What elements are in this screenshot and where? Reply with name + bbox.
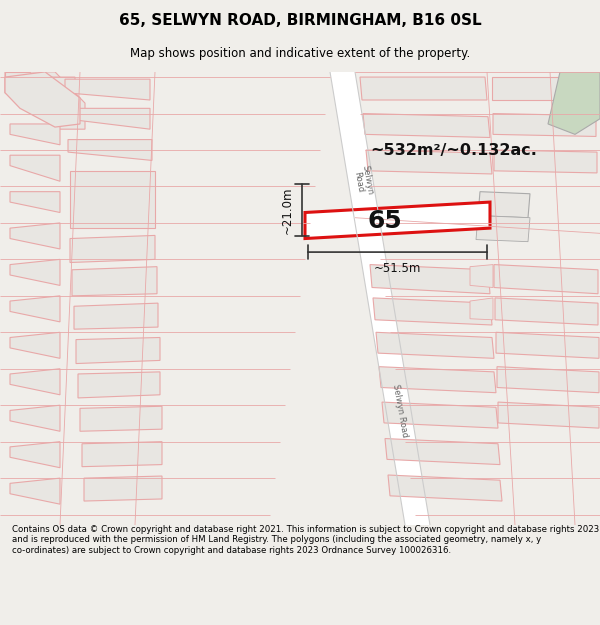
Text: ~51.5m: ~51.5m [374, 262, 421, 275]
Polygon shape [82, 442, 162, 467]
Polygon shape [385, 439, 500, 464]
Polygon shape [10, 223, 60, 249]
Polygon shape [492, 77, 595, 100]
Text: Selwyn
Road: Selwyn Road [351, 165, 375, 198]
Polygon shape [548, 72, 600, 134]
Polygon shape [496, 332, 599, 358]
Polygon shape [382, 402, 498, 428]
Text: Contains OS data © Crown copyright and database right 2021. This information is : Contains OS data © Crown copyright and d… [12, 525, 599, 555]
Polygon shape [76, 338, 160, 364]
Polygon shape [10, 478, 60, 504]
Polygon shape [15, 77, 75, 98]
Polygon shape [5, 72, 85, 129]
Polygon shape [388, 475, 502, 501]
Polygon shape [10, 369, 60, 395]
Polygon shape [330, 72, 430, 525]
Polygon shape [10, 259, 60, 286]
Polygon shape [5, 72, 80, 127]
Polygon shape [379, 367, 496, 392]
Polygon shape [470, 264, 493, 288]
Polygon shape [10, 192, 60, 213]
Polygon shape [68, 139, 152, 161]
Polygon shape [70, 171, 155, 228]
Polygon shape [10, 296, 60, 322]
Polygon shape [72, 267, 157, 296]
Polygon shape [10, 405, 60, 431]
Text: ~532m²/~0.132ac.: ~532m²/~0.132ac. [370, 142, 537, 158]
Polygon shape [494, 264, 598, 294]
Polygon shape [495, 298, 598, 325]
Text: 65: 65 [368, 209, 403, 233]
Polygon shape [498, 402, 599, 428]
Polygon shape [65, 108, 150, 129]
Polygon shape [10, 332, 60, 358]
Polygon shape [305, 202, 490, 239]
Polygon shape [10, 155, 60, 181]
Polygon shape [78, 372, 160, 398]
Polygon shape [497, 367, 599, 392]
Polygon shape [370, 264, 490, 294]
Text: ~21.0m: ~21.0m [281, 186, 294, 234]
Text: Map shows position and indicative extent of the property.: Map shows position and indicative extent… [130, 48, 470, 61]
Polygon shape [478, 192, 530, 218]
Polygon shape [470, 298, 493, 320]
Polygon shape [70, 236, 155, 262]
Polygon shape [366, 150, 492, 174]
Text: Selwyn Road: Selwyn Road [391, 383, 409, 438]
Polygon shape [5, 72, 30, 92]
Text: 65, SELWYN ROAD, BIRMINGHAM, B16 0SL: 65, SELWYN ROAD, BIRMINGHAM, B16 0SL [119, 12, 481, 28]
Polygon shape [476, 216, 530, 242]
Polygon shape [80, 406, 162, 431]
Polygon shape [373, 298, 492, 325]
Polygon shape [65, 79, 150, 100]
Polygon shape [376, 332, 494, 358]
Polygon shape [74, 303, 158, 329]
Polygon shape [494, 150, 597, 173]
Polygon shape [363, 114, 490, 138]
Polygon shape [10, 124, 60, 145]
Polygon shape [84, 476, 162, 501]
Polygon shape [10, 442, 60, 468]
Polygon shape [360, 77, 487, 100]
Polygon shape [493, 114, 596, 136]
